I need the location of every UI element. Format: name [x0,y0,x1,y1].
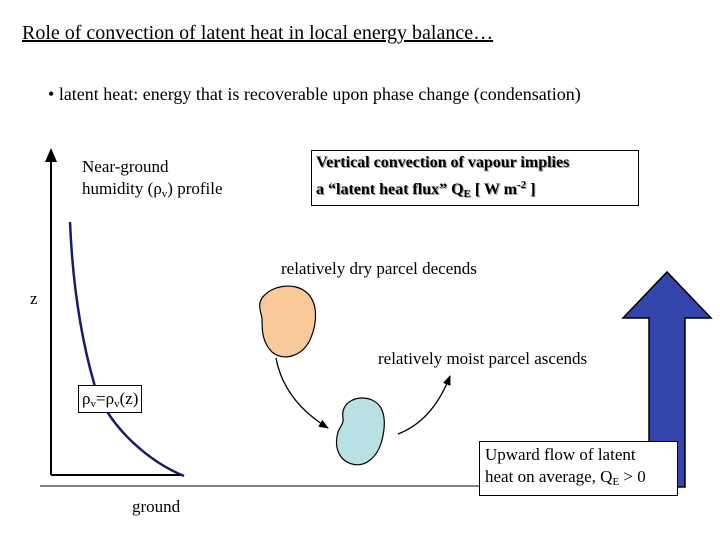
units-superscript: -2 [516,179,527,191]
equation-argument: (z) [119,389,139,408]
rho-symbol-left: ρ [82,389,91,408]
upward-line2-pre: heat on average, Q [485,467,613,486]
rho-symbol-right: ρ [105,389,115,408]
qe-subscript: E [463,188,471,200]
ground-label: ground [132,497,181,516]
latent-heat-flux-box: Vertical convection of vapour implies a … [311,150,639,206]
upward-line1: Upward flow of latent [485,445,636,464]
convection-line2-mid: [ W m [470,181,517,198]
humidity-label-line1: Near-ground [82,157,169,176]
bullet-marker: • [48,84,55,104]
humidity-label-line2: humidity (ρv) profile [82,178,282,205]
dry-parcel-label: relatively dry parcel decends [281,259,477,278]
humidity-profile-curve [68,221,185,478]
rho-subscript: v [161,188,168,200]
moist-parcel-label: relatively moist parcel ascends [378,349,588,368]
rho-subscript-left: v [90,398,96,410]
upward-flux-arrow [621,270,713,488]
upward-flow-box: Upward flow of latent heat on average, Q… [479,441,678,496]
upward-line2: heat on average, QE > 0 [485,466,672,493]
dry-parcel-blob [259,285,317,358]
convection-line2-post: ] [526,181,536,198]
bullet-text: latent heat: energy that is recoverable … [58,84,581,104]
profile-equation-box: ρv=ρv(z) [78,385,143,413]
convection-line2-pre: a “latent heat flux” Q [316,181,464,198]
slide-title: Role of convection of latent heat in loc… [22,22,494,44]
ascend-arrow [397,375,451,435]
humidity-profile-label: Near-ground humidity (ρv) profile [82,156,282,205]
z-axis-label: z [30,289,38,308]
rho-subscript-right: v [114,398,120,410]
bullet-point: • latent heat: energy that is recoverabl… [48,84,581,105]
upward-qe-subscript: E [612,476,620,488]
rho-symbol: ρ [153,179,162,198]
convection-line2: a “latent heat flux” QE [ W m-2 ] [316,174,634,205]
humidity-label-pre: humidity ( [82,179,154,198]
humidity-label-post: ) profile [167,179,223,198]
upward-line2-post: > 0 [619,467,646,486]
z-axis-arrowhead [45,148,57,162]
descend-arrow [275,357,329,429]
equals-sign: = [95,389,106,408]
convection-line1: Vertical convection of vapour implies [316,154,570,171]
moist-parcel-blob [335,397,385,466]
